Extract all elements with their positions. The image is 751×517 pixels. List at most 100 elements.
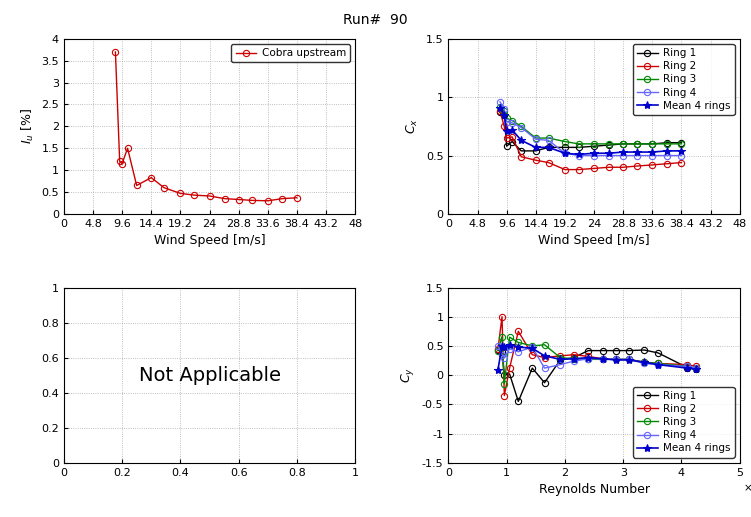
Ring 3 [544,135,553,141]
Ring 1 [508,139,517,145]
Legend: Cobra upstream: Cobra upstream [231,44,350,63]
Mean 4 rings [590,150,599,156]
Mean 4 rings [531,144,540,150]
Ring 2 [528,352,537,358]
Ring 3 [508,117,517,124]
Ring 2 [517,154,526,160]
Ring 3 [692,365,701,371]
X-axis label: Wind Speed [m/s]: Wind Speed [m/s] [538,234,650,247]
Ring 3 [590,141,599,147]
Mean 4 rings [605,150,614,156]
Ring 3 [499,108,508,114]
Line: Ring 2: Ring 2 [495,314,699,399]
Ring 3 [502,115,511,121]
Ring 4 [640,360,649,367]
Ring 3 [505,334,514,340]
Line: Ring 2: Ring 2 [497,108,685,173]
Ring 1 [505,371,514,377]
Y-axis label: $C_x$: $C_x$ [406,118,421,134]
Ring 2 [499,123,508,129]
Ring 1 [653,350,662,356]
Mean 4 rings [619,149,628,155]
Mean 4 rings [528,345,537,352]
Ring 4 [569,358,578,364]
Ring 1 [502,143,511,149]
Ring 4 [605,153,614,159]
Ring 2 [625,356,634,362]
Ring 1 [500,372,509,378]
Ring 4 [528,344,537,350]
Ring 1 [528,365,537,371]
Mean 4 rings [653,361,662,368]
Ring 1 [497,348,506,355]
Ring 4 [632,153,641,159]
Ring 1 [556,357,565,363]
Ring 3 [632,141,641,147]
Legend: Ring 1, Ring 2, Ring 3, Ring 4, Mean 4 rings: Ring 1, Ring 2, Ring 3, Ring 4, Mean 4 r… [632,44,734,115]
Ring 2 [508,134,517,140]
Line: Ring 3: Ring 3 [495,333,699,387]
Ring 3 [514,339,523,345]
Mean 4 rings [599,356,608,362]
Cobra upstream [264,197,273,204]
Cobra upstream [248,197,257,204]
Ring 3 [677,141,686,147]
Ring 1 [560,144,569,150]
Ring 1 [692,366,701,372]
Cobra upstream [115,158,124,164]
Mean 4 rings [575,151,584,158]
Ring 4 [677,153,686,159]
Ring 2 [619,164,628,170]
Mean 4 rings [692,366,701,372]
Ring 3 [683,363,692,370]
Ring 1 [640,347,649,353]
Line: Ring 1: Ring 1 [497,109,685,154]
Ring 2 [605,164,614,170]
Ring 4 [517,125,526,131]
Text: Run#  90: Run# 90 [343,13,408,27]
Ring 4 [505,346,514,352]
Ring 4 [496,99,505,105]
Mean 4 rings [640,359,649,366]
Cobra upstream [190,192,199,198]
Ring 2 [493,346,502,353]
Ring 1 [590,143,599,149]
Ring 3 [528,343,537,349]
Ring 3 [496,103,505,110]
Ring 2 [648,162,657,168]
Mean 4 rings [502,128,511,134]
Ring 1 [605,142,614,148]
Text: $\times 10^5$: $\times 10^5$ [743,480,751,494]
Ring 4 [497,352,506,358]
X-axis label: Wind Speed [m/s]: Wind Speed [m/s] [154,234,265,247]
Ring 2 [560,166,569,173]
Legend: Ring 1, Ring 2, Ring 3, Ring 4, Mean 4 rings: Ring 1, Ring 2, Ring 3, Ring 4, Mean 4 r… [632,387,734,458]
Ring 4 [499,106,508,112]
Mean 4 rings [544,144,553,150]
Ring 2 [544,159,553,165]
Ring 2 [496,108,505,114]
Line: Mean 4 rings: Mean 4 rings [496,103,686,159]
Ring 1 [493,347,502,353]
Ring 1 [544,144,553,150]
Ring 3 [497,333,506,340]
Ring 1 [619,141,628,147]
Ring 3 [560,139,569,145]
Ring 3 [599,356,608,362]
Mean 4 rings [569,356,578,362]
Ring 3 [531,135,540,141]
Ring 3 [640,359,649,366]
Ring 3 [605,141,614,147]
Mean 4 rings [493,367,502,373]
Ring 2 [514,328,523,334]
Ring 2 [505,365,514,371]
Mean 4 rings [497,343,506,349]
Cobra upstream [146,175,155,181]
Cobra upstream [123,145,132,151]
Mean 4 rings [612,357,621,363]
Ring 4 [625,356,634,362]
Ring 3 [648,141,657,147]
Ring 1 [540,379,549,386]
Mean 4 rings [540,353,549,359]
Line: Mean 4 rings: Mean 4 rings [493,341,700,374]
